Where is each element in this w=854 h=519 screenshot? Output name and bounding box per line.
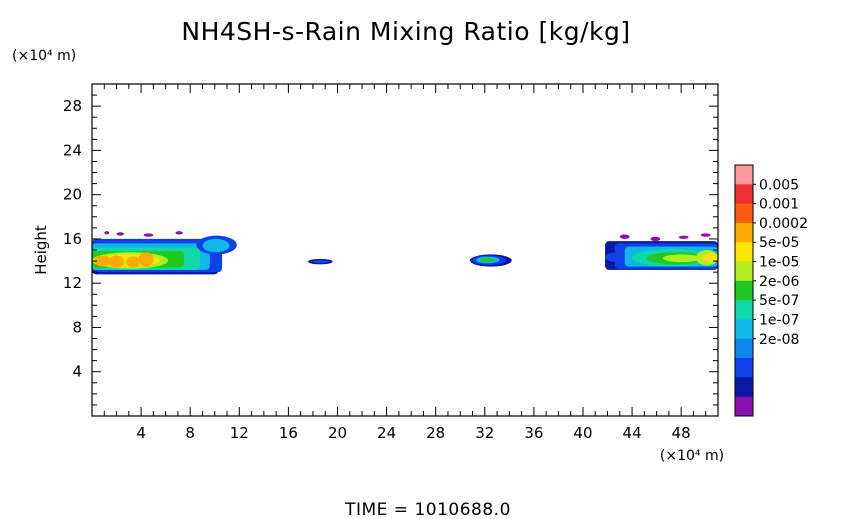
- right-cloud-speck: [678, 235, 689, 239]
- x-tick-label: 36: [524, 424, 543, 442]
- colorbar-swatch: [735, 242, 753, 263]
- colorbar-label: 0.001: [759, 197, 799, 213]
- x-tick-label: 8: [185, 424, 195, 442]
- colorbar-swatch: [735, 165, 753, 185]
- x-tick-label: 24: [377, 424, 396, 442]
- colorbar-swatch: [735, 222, 753, 243]
- colorbar-swatch: [735, 377, 753, 398]
- left-cloud-speck: [175, 231, 183, 235]
- y-tick-label: 12: [63, 274, 82, 292]
- y-tick-label: 20: [63, 186, 82, 204]
- left-cloud-speck: [116, 232, 124, 236]
- colorbar-swatch: [735, 319, 753, 340]
- right-cloud-lime: [662, 254, 701, 263]
- right-cloud-speck: [650, 236, 661, 242]
- colorbar-swatch: [735, 280, 753, 301]
- right-cloud-speck: [700, 233, 711, 237]
- colorbar-swatch: [735, 300, 753, 320]
- y-axis-label: Height: [32, 225, 50, 275]
- colorbar-swatch: [735, 184, 753, 205]
- left-cloud-core-3: [126, 256, 140, 268]
- x-unit-label: (×10⁴ m): [660, 448, 724, 464]
- right-cloud-speck: [619, 234, 630, 239]
- x-tick-label: 48: [672, 424, 691, 442]
- left-cloud-core-1: [94, 255, 112, 267]
- colorbar-label: 0.005: [759, 177, 799, 193]
- chart-title: NH4SH-s-Rain Mixing Ratio [kg/kg]: [181, 17, 630, 46]
- colorbar-label: 2e-06: [759, 274, 799, 290]
- colorbar-swatch: [735, 261, 753, 282]
- colorbar: 0.005 0.001 0.0002 5e-05 1e-05 2e-06 5e-07 1e-0…: [734, 164, 808, 417]
- mixing-ratio-field: [92, 231, 719, 275]
- y-tick-label: 16: [63, 230, 82, 248]
- colorbar-swatch: [735, 358, 753, 378]
- left-cloud-core-2: [109, 255, 124, 268]
- colorbar-label: 1e-07: [759, 312, 799, 328]
- left-cloud-speck: [143, 233, 154, 237]
- y-tick-label: 28: [63, 97, 82, 115]
- x-tick-label: 28: [426, 424, 445, 442]
- x-tick-label: 20: [328, 424, 347, 442]
- colorbar-swatch: [735, 203, 753, 224]
- left-cloud-speck: [104, 231, 110, 235]
- colorbar-label: 2e-08: [759, 332, 799, 348]
- blob-18-inner: [312, 259, 329, 264]
- y-tick-label: 8: [72, 318, 82, 336]
- colorbar-label: 0.0002: [759, 216, 808, 232]
- x-tick-label: 32: [475, 424, 494, 442]
- colorbar-label: 5e-07: [759, 293, 799, 309]
- blob-32-core: [479, 257, 495, 263]
- x-tick-label: 40: [573, 424, 592, 442]
- colorbar-label: 1e-05: [759, 255, 799, 271]
- time-footer: TIME = 1010688.0: [344, 500, 511, 519]
- y-tick-label: 24: [63, 141, 82, 159]
- colorbar-frame: [734, 164, 754, 417]
- y-unit-label: (×10⁴ m): [12, 48, 76, 64]
- x-tick-label: 16: [279, 424, 298, 442]
- left-cloud-core-4: [138, 252, 154, 267]
- x-tick-label: 4: [136, 424, 146, 442]
- x-tick-label: 12: [230, 424, 249, 442]
- colorbar-label: 5e-05: [759, 235, 799, 251]
- colorbar-swatch: [735, 338, 753, 359]
- x-tick-label: 44: [623, 424, 642, 442]
- y-tick-label: 4: [72, 363, 82, 381]
- colorbar-swatch: [735, 396, 753, 417]
- right-cloud-edge-core: [703, 253, 719, 263]
- left-cloud-cap-inner: [202, 238, 230, 253]
